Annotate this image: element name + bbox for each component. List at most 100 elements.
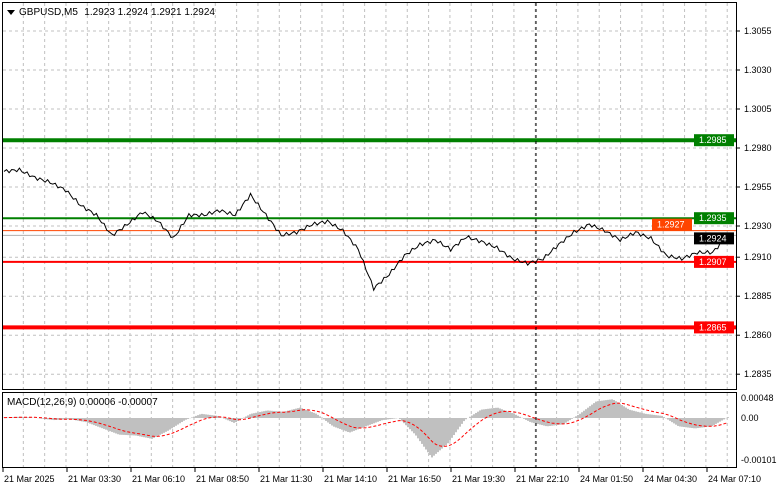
macd-title: MACD(12,26,9) 0.00006 -0.00007 [7,397,158,408]
macd-bar [461,418,463,424]
macd-bar [611,399,613,418]
macd-bar [111,418,113,432]
macd-bar [535,418,537,424]
macd-bar [211,415,213,418]
macd-bar [723,418,725,420]
macd-bar [45,418,47,420]
macd-bar [435,418,437,454]
macd-bar [97,418,99,427]
macd-bar [293,409,295,418]
macd-bar [183,418,185,421]
macd-bar [149,418,151,439]
macd-bar [185,418,187,420]
macd-bar [129,418,131,436]
macd-bar [223,418,225,419]
macd-bar [101,418,103,429]
macd-bar [337,418,339,429]
macd-bar [441,418,443,449]
macd-bar [69,418,71,420]
macd-bar [319,416,321,418]
level-label: 1.2927 [657,220,685,230]
macd-bar [713,418,715,425]
macd-bar [673,418,675,424]
macd-bar [135,418,137,436]
macd-bar [703,418,705,428]
macd-bar [229,418,231,422]
macd-bar [663,417,665,418]
macd-bar [451,418,453,438]
level-label: 1.2985 [699,135,727,145]
macd-bar [449,418,451,441]
macd-bar [493,408,495,418]
macd-bar [373,418,375,424]
time-label: 21 Mar 03:30 [68,474,121,484]
macd-bar [297,408,299,418]
macd-bar [661,415,663,418]
macd-bar [115,418,117,434]
macd-bar [197,415,199,418]
macd-bar [231,418,233,422]
price-tick-label: 1.3055 [744,26,772,36]
macd-bar [299,407,301,418]
macd-bar [511,413,513,418]
macd-bar [629,409,631,418]
price-levels [3,138,736,330]
macd-bar [351,418,353,432]
macd-bar [551,418,553,426]
macd-bar [481,409,483,418]
macd-bar [439,418,441,451]
macd-bar [697,418,699,429]
macd-bar [557,418,559,425]
macd-bar [11,417,13,418]
macd-bar [329,418,331,424]
macd-bar [181,418,183,422]
macd-bar [393,418,395,419]
macd-bar [339,418,341,429]
macd-bar [343,418,345,431]
macd-bar [335,418,337,428]
macd-bar [569,418,571,421]
macd-bar [549,418,551,426]
level-label-bg [694,321,734,334]
macd-bar [325,418,327,421]
macd-bar [161,418,163,434]
macd-bar [469,416,471,418]
macd-bar [709,418,711,427]
macd-bar [447,418,449,444]
macd-bar [313,412,315,418]
macd-bar [489,408,491,418]
macd-signal-line [4,402,729,447]
macd-bar [437,418,439,453]
macd-bar [207,414,209,418]
dropdown-triangle-icon[interactable] [7,10,15,15]
time-label: 24 Mar 07:10 [708,474,761,484]
macd-bar [601,400,603,418]
macd-bar [253,413,255,418]
price-tick-label: 1.3030 [744,65,772,75]
macd-bar [315,413,317,418]
macd-bar [219,416,221,418]
macd-bar [301,408,303,418]
macd-bar [191,417,193,418]
macd-bar [411,418,413,432]
macd-bar [525,418,527,420]
macd-bar [405,418,407,426]
macd-bar [141,418,143,437]
macd-bar [199,414,201,418]
macd-bar [267,410,269,418]
macd-bar [643,413,645,418]
macd-bar [657,415,659,418]
macd-bar [583,410,585,418]
macd-bar [645,413,647,418]
macd-bar [509,412,511,418]
price-tick-label: 1.2835 [744,369,772,379]
macd-bar [279,411,281,418]
macd-bar [57,418,59,420]
macd-bar [571,418,573,419]
macd-bar [323,418,325,420]
macd-bar [613,399,615,418]
macd-bar [561,418,563,425]
macd-bar [401,418,403,422]
